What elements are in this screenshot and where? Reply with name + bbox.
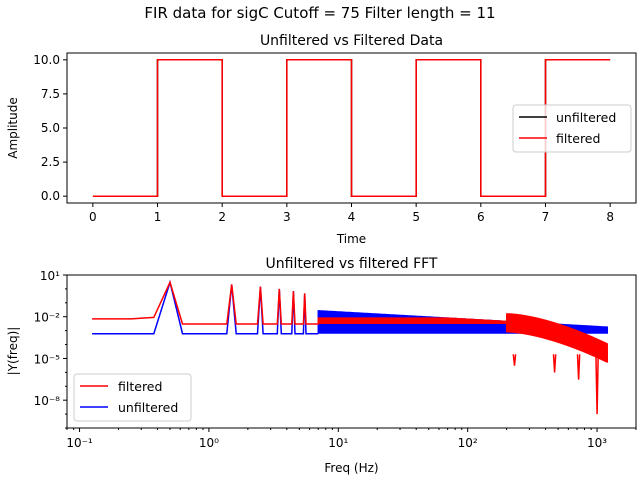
top-axis-ticks: 0 1 2 3 4 5 6 7 8 0.0 2.5 5.0 7.5 10.0 [33,53,614,224]
top-x-tick-label: 0 [89,210,97,224]
bottom-legend: filtered unfiltered [73,373,192,422]
bottom-y-tick-label: 10⁻⁸ [34,394,61,408]
bottom-legend-label-unfiltered: unfiltered [118,400,178,415]
bottom-chart: Unfiltered vs filtered FFT 10⁻¹ 10⁰ 10¹ 10²… [6,256,637,475]
top-legend-label-unfiltered: unfiltered [556,110,616,125]
bottom-plot-area [92,279,609,415]
top-chart: Unfiltered vs Filtered Data 0 1 2 3 4 5 6 7 8 0.0… [6,33,637,246]
bottom-x-tick-label: 10³ [587,436,607,450]
top-x-tick-label: 5 [412,210,420,224]
bottom-y-tick-label: 10⁻² [34,311,61,325]
top-x-tick-label: 4 [348,210,356,224]
bottom-series-filtered [92,280,609,415]
top-legend: unfiltered filtered [512,104,632,153]
top-series-filtered [92,59,611,197]
top-y-tick-label: 5.0 [41,121,60,135]
top-chart-title: Unfiltered vs Filtered Data [260,33,443,49]
top-y-axis-label: Amplitude [6,97,20,159]
top-x-tick-label: 6 [477,210,485,224]
top-legend-label-filtered: filtered [556,131,600,146]
bottom-x-tick-label: 10⁰ [199,436,219,450]
top-x-tick-label: 2 [218,210,226,224]
bottom-y-axis-label: |Y(freq)| [6,327,20,376]
top-x-tick-label: 7 [542,210,550,224]
figure-title: FIR data for sigC Cutoff = 75 Filter len… [144,4,495,22]
top-plot-area [92,59,611,197]
top-y-tick-label: 2.5 [41,155,60,169]
bottom-x-tick-label: 10⁻¹ [66,436,93,450]
top-x-tick-label: 3 [283,210,291,224]
bottom-x-tick-label: 10¹ [328,436,348,450]
top-y-tick-label: 0.0 [41,189,60,203]
top-y-tick-label: 7.5 [41,87,60,101]
bottom-y-tick-label: 10¹ [40,269,60,283]
top-x-tick-label: 8 [606,210,614,224]
top-x-tick-label: 1 [154,210,162,224]
bottom-x-tick-label: 10² [458,436,478,450]
bottom-x-axis-label: Freq (Hz) [324,461,378,475]
top-y-tick-label: 10.0 [33,53,60,67]
top-x-axis-label: Time [336,232,366,246]
bottom-axis-ticks: 10⁻¹ 10⁰ 10¹ 10² 10³ 10¹ 10⁻² 10⁻⁵ 10⁻⁸ [34,269,637,450]
bottom-y-tick-label: 10⁻⁵ [34,352,61,366]
bottom-legend-label-filtered: filtered [118,379,162,394]
bottom-chart-title: Unfiltered vs filtered FFT [266,256,438,272]
bottom-axes-frame [66,274,637,429]
